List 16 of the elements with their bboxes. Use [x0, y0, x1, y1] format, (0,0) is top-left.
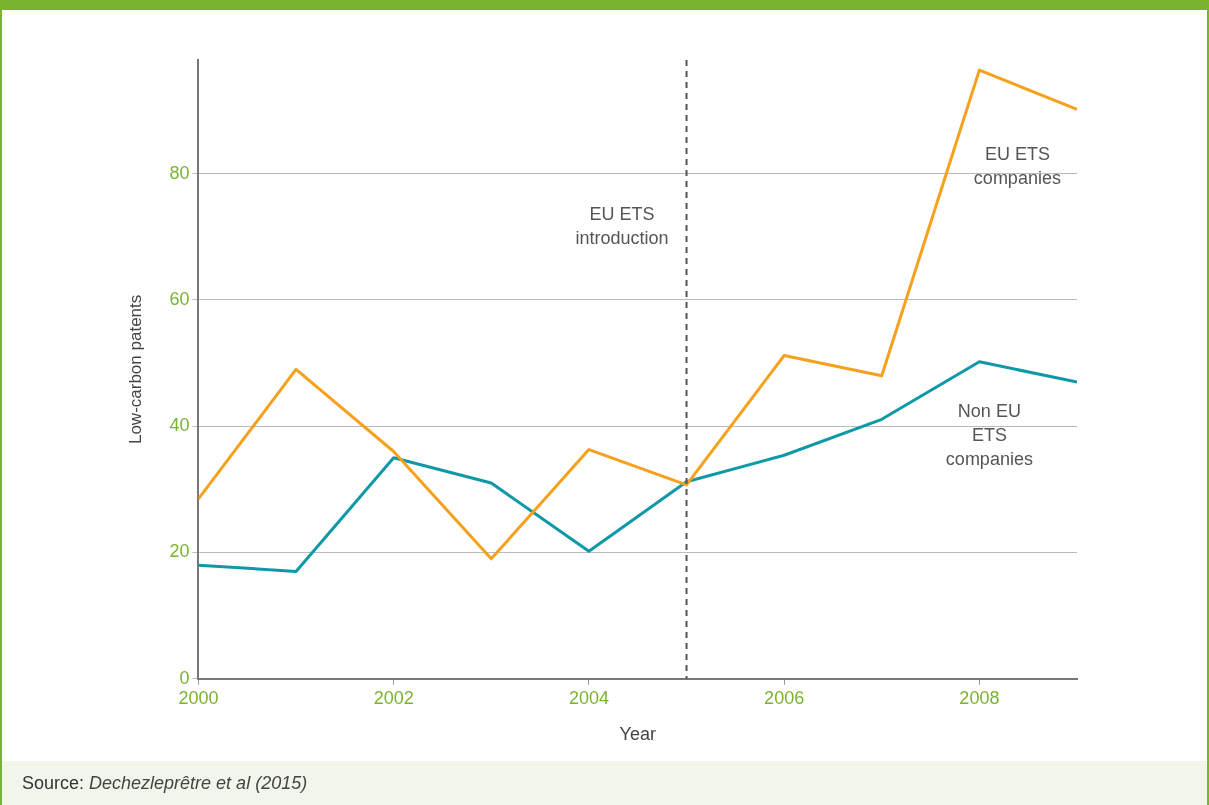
x-axis-title: Year — [619, 724, 656, 745]
y-tick-label: 0 — [179, 667, 190, 688]
y-axis-title: Low-carbon patents — [125, 294, 145, 445]
ref-line-label: EU ETS introduction — [575, 203, 669, 248]
y-tick-label: 20 — [169, 541, 190, 562]
source-note: Source: Dechezleprêtre et al (2015) — [22, 773, 308, 793]
x-tick-label: 2008 — [959, 687, 1000, 708]
y-tick-label: 60 — [169, 288, 190, 309]
y-tick-label: 40 — [169, 415, 190, 436]
series-label: Non EU ETS companies — [945, 400, 1033, 469]
x-tick-label: 2006 — [764, 687, 805, 708]
x-tick-label: 2002 — [373, 687, 414, 708]
x-tick-label: 2004 — [568, 687, 609, 708]
series-label: EU ETS companies — [973, 144, 1061, 189]
y-tick-label: 80 — [169, 162, 190, 183]
x-tick-label: 2000 — [178, 687, 219, 708]
